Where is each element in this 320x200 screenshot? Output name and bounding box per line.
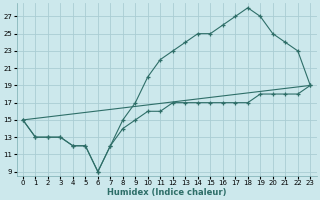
X-axis label: Humidex (Indice chaleur): Humidex (Indice chaleur) [107,188,226,197]
